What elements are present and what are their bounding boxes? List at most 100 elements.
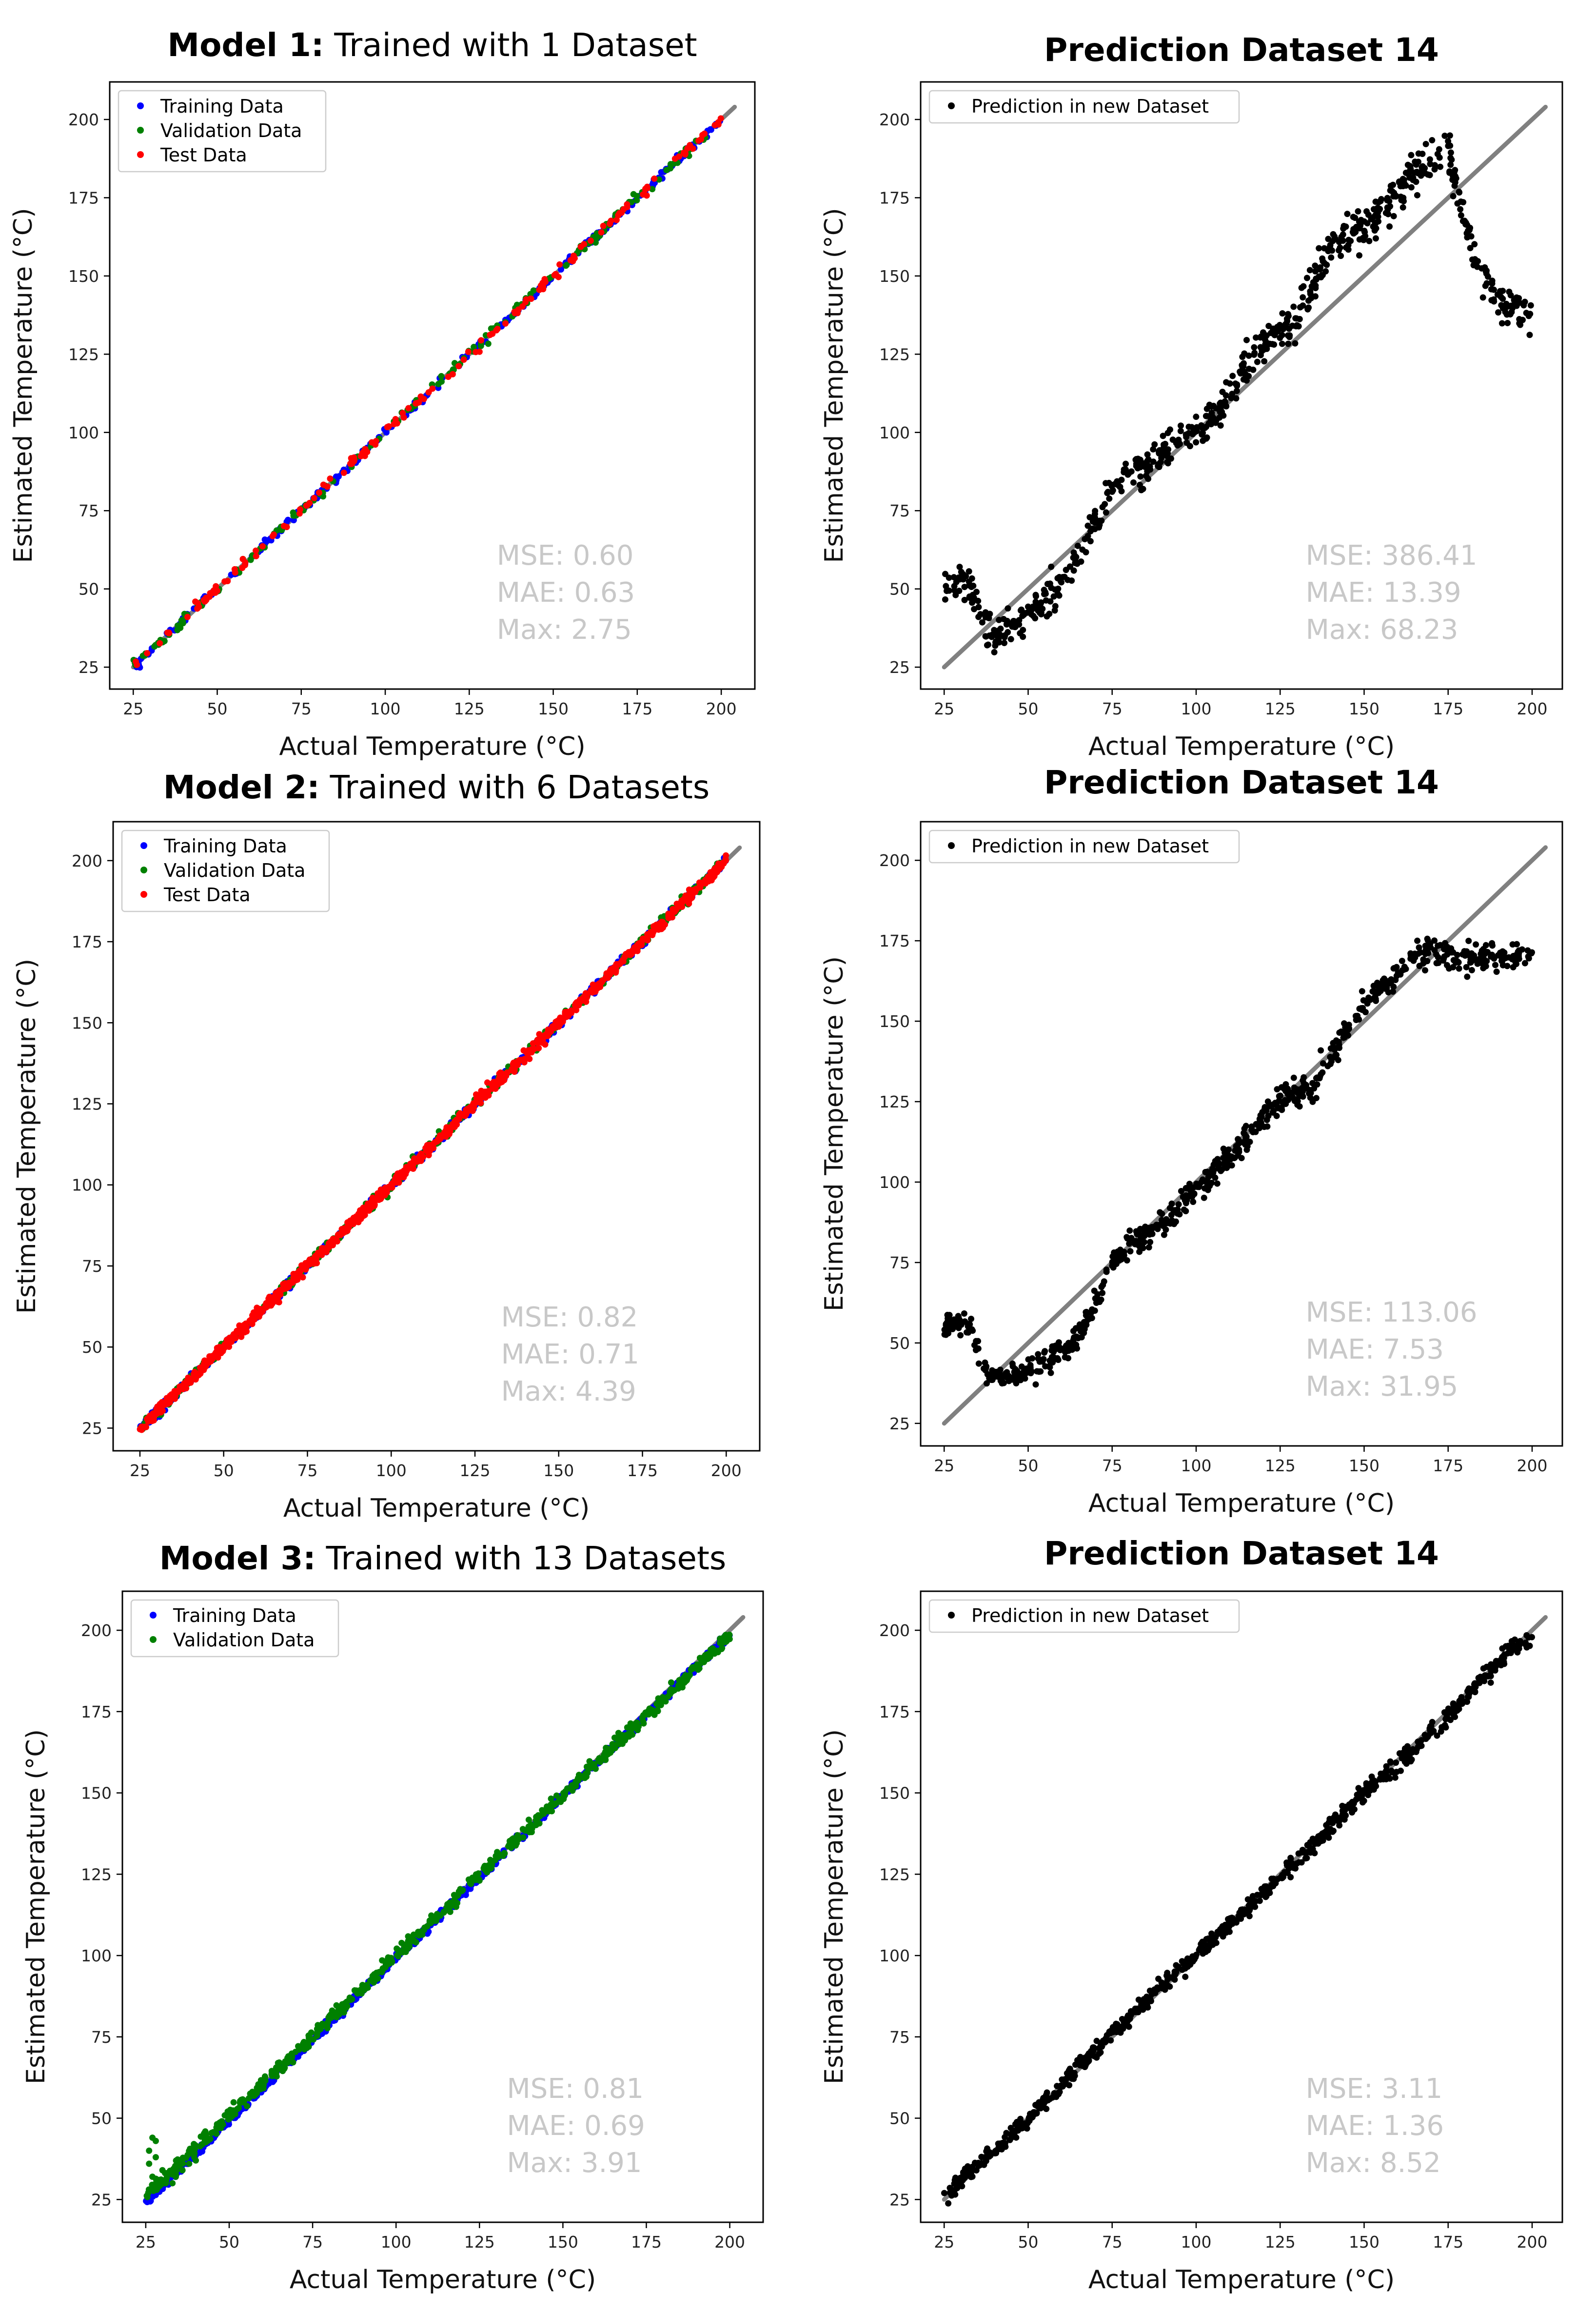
data-point [384, 424, 391, 431]
data-point [1503, 302, 1510, 309]
legend-marker [137, 151, 144, 158]
data-point [640, 1720, 647, 1727]
data-point [489, 1086, 496, 1092]
data-point [1446, 132, 1453, 139]
data-point [285, 1280, 292, 1286]
data-point [1325, 248, 1332, 255]
data-point [1520, 302, 1527, 309]
data-point [1418, 169, 1424, 176]
data-point [1276, 1093, 1282, 1100]
data-point [403, 1164, 410, 1170]
data-point [991, 649, 998, 655]
data-point [1044, 613, 1050, 620]
data-point [1516, 316, 1523, 323]
data-point [1498, 302, 1505, 309]
data-point [439, 1132, 446, 1139]
data-point [1037, 600, 1044, 607]
data-point [1083, 1309, 1089, 1316]
data-point [963, 573, 969, 580]
data-point [1190, 1199, 1197, 1205]
chart-title: Model 2: Trained with 6 Datasets [163, 769, 710, 806]
data-point [1450, 949, 1457, 956]
data-point [137, 1426, 143, 1433]
data-point [1426, 156, 1433, 163]
data-point [1387, 203, 1394, 210]
data-point [1305, 304, 1312, 311]
data-point [616, 210, 623, 217]
y-axis-label: Estimated Temperature (°C) [820, 956, 849, 1311]
data-point [714, 869, 721, 875]
data-point [1156, 447, 1163, 454]
data-point [1395, 969, 1401, 976]
data-point [1223, 1163, 1230, 1170]
data-point [1235, 1136, 1241, 1143]
y-tick-label: 175 [879, 931, 910, 950]
data-point [705, 878, 712, 885]
data-point [686, 890, 693, 897]
data-point [594, 982, 601, 989]
data-point [1098, 1284, 1105, 1290]
data-point [1312, 268, 1319, 275]
data-point [1243, 336, 1250, 343]
data-point [268, 2078, 275, 2085]
data-point [1009, 1376, 1016, 1383]
data-point [1048, 1347, 1055, 1354]
data-point [1384, 196, 1391, 202]
data-point [661, 1695, 668, 1702]
data-point [535, 1045, 542, 1051]
data-point [1253, 334, 1260, 341]
data-point [1307, 1094, 1314, 1101]
data-point [494, 325, 501, 332]
data-point [1468, 233, 1475, 240]
data-point [1295, 1088, 1301, 1095]
data-point [1473, 941, 1479, 948]
x-tick-label: 100 [1181, 699, 1211, 718]
data-point [572, 1782, 579, 1789]
data-point [567, 257, 574, 264]
data-point [490, 1079, 497, 1086]
data-point [1450, 964, 1457, 970]
data-point [211, 1352, 218, 1359]
data-point [1174, 442, 1181, 449]
data-point [1070, 1327, 1077, 1334]
data-point [1099, 1289, 1106, 1296]
y-tick-label: 175 [68, 188, 99, 207]
data-point [979, 619, 985, 626]
y-tick-label: 150 [879, 1012, 910, 1031]
metric-annotation: Max: 68.23 [1306, 614, 1458, 646]
data-point [1103, 509, 1109, 516]
data-point [1284, 1086, 1291, 1092]
data-point [446, 1127, 453, 1134]
data-point [408, 1165, 414, 1171]
data-point [184, 613, 191, 620]
data-point [951, 587, 958, 594]
data-point [1312, 293, 1319, 300]
data-point [1489, 942, 1496, 949]
data-point [216, 1344, 223, 1350]
data-point [1238, 1155, 1245, 1162]
data-point [549, 1023, 556, 1030]
data-point [519, 303, 526, 310]
y-tick-label: 25 [82, 1419, 102, 1438]
data-point [1471, 241, 1478, 248]
data-point [221, 1342, 228, 1349]
data-point [371, 1203, 378, 1209]
data-point [1012, 624, 1019, 631]
data-point [1399, 958, 1405, 965]
y-tick-label: 125 [879, 345, 910, 364]
data-point [476, 348, 483, 355]
data-point [1251, 351, 1258, 358]
data-point [1452, 167, 1458, 174]
data-point [1240, 360, 1247, 367]
data-point [1279, 310, 1286, 317]
data-point [1422, 967, 1429, 974]
data-point [269, 533, 276, 539]
x-tick-label: 150 [1349, 1456, 1379, 1475]
data-point [1244, 1143, 1251, 1150]
data-point [1078, 1334, 1085, 1341]
metric-annotation: MAE: 7.53 [1306, 1334, 1444, 1365]
data-point [1145, 1225, 1152, 1231]
data-point [1106, 495, 1113, 502]
x-tick-label: 75 [291, 699, 312, 718]
